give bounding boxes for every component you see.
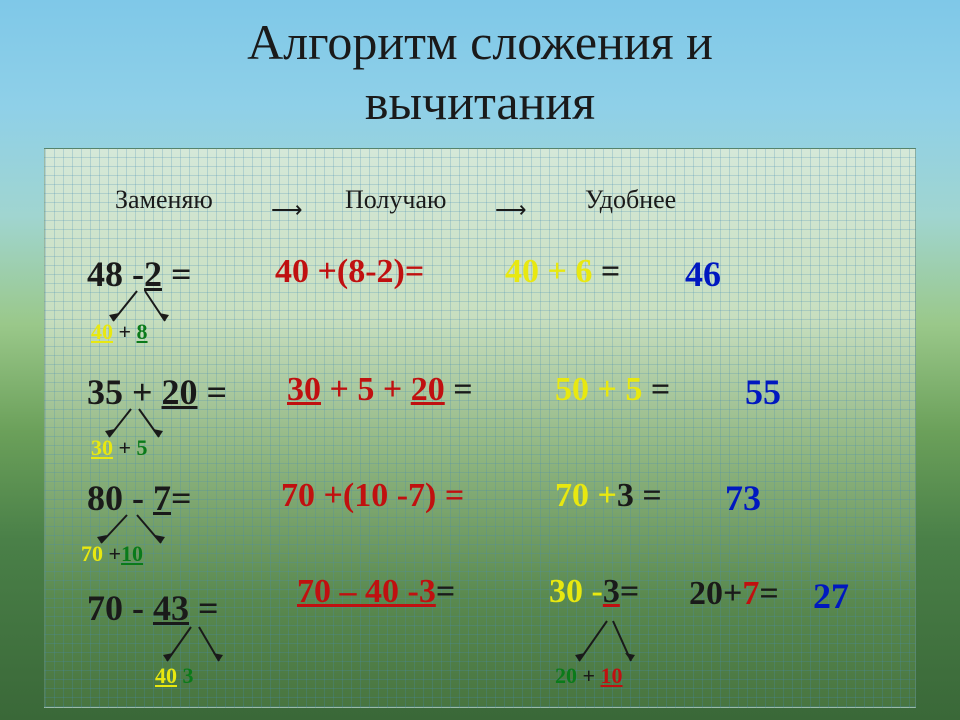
step-get: 30 -3= — [549, 573, 639, 611]
header-replace: Заменяю — [115, 185, 213, 215]
header-get: Получаю — [345, 185, 446, 215]
result: 27 — [813, 575, 849, 617]
content-panel: Заменяю ⟶ Получаю ⟶ Удобнее 48 -2 = 40 +… — [44, 148, 916, 708]
result: 55 — [745, 371, 781, 413]
decomposition: 30 + 5 — [91, 435, 148, 461]
step-replace: 40 +(8-2)= — [275, 253, 424, 291]
step-replace: 70 – 40 -3= — [297, 573, 455, 611]
step-get: 70 +3 = — [555, 477, 662, 515]
arrow-icon: ⟶ — [271, 197, 303, 223]
header-easier: Удобнее — [585, 185, 676, 215]
step-get: 40 + 6 = — [505, 253, 620, 291]
result: 73 — [725, 477, 761, 519]
title-line-2: вычитания — [365, 74, 595, 130]
decomposition: 40 3 — [155, 663, 194, 689]
decomposition: 20 + 10 — [555, 663, 623, 689]
original-expression: 70 - 43 = — [87, 587, 219, 629]
title-line-1: Алгоритм сложения и — [247, 14, 713, 70]
arrow-icon: ⟶ — [495, 197, 527, 223]
step-replace: 30 + 5 + 20 = — [287, 371, 473, 409]
fork-lines — [569, 619, 645, 665]
step-get: 50 + 5 = — [555, 371, 670, 409]
decomposition: 70 +10 — [81, 541, 143, 567]
step-easier: 20+7= — [689, 575, 779, 613]
fork-lines — [157, 625, 233, 665]
result: 46 — [685, 253, 721, 295]
decomposition: 40 + 8 — [91, 319, 148, 345]
step-replace: 70 +(10 -7) = — [281, 477, 464, 515]
